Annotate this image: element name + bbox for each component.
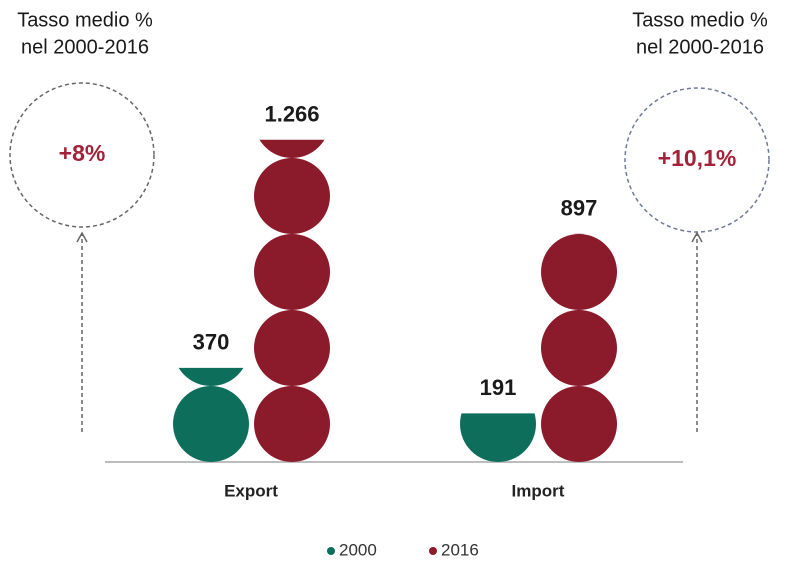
pictogram-bar: [541, 233, 617, 462]
pictogram-bar: [460, 413, 536, 462]
pictogram-unit: [254, 234, 330, 310]
legend-marker: [327, 547, 335, 555]
annotation-heading: nel 2000-2016: [636, 36, 764, 58]
pictogram-unit: [574, 233, 584, 234]
annotation-heading: Tasso medio %: [632, 9, 768, 31]
annotation-heading: Tasso medio %: [17, 9, 153, 31]
pictogram-unit: [460, 413, 536, 462]
annotation-value: +8%: [59, 140, 106, 166]
pictogram-unit: [254, 310, 330, 386]
arrow-head: [691, 231, 703, 243]
annotation-value: +10,1%: [658, 145, 737, 171]
pictogram-unit: [254, 158, 330, 234]
pictogram-unit: [541, 386, 617, 462]
pictogram-unit: [173, 386, 249, 462]
legend-marker: [429, 547, 437, 555]
pictogram-bar: [254, 139, 330, 462]
pictogram-bar: [173, 367, 249, 462]
legend-label: 2000: [339, 540, 377, 559]
annotation-heading: nel 2000-2016: [21, 36, 149, 58]
pictogram-unit: [254, 386, 330, 462]
annotation-circle: [9, 82, 155, 228]
pictogram-unit: [541, 310, 617, 386]
value-label: 897: [561, 196, 598, 221]
value-label: 191: [480, 375, 517, 400]
value-label: 370: [193, 330, 230, 355]
pictogram-unit: [541, 234, 617, 310]
pictogram-unit: [178, 367, 244, 386]
pictogram-unit: [259, 139, 325, 158]
legend-label: 2016: [441, 540, 479, 559]
category-label: Import: [512, 481, 565, 500]
value-label: 1.266: [264, 102, 319, 127]
arrow-head: [76, 231, 88, 243]
category-label: Export: [224, 481, 278, 500]
